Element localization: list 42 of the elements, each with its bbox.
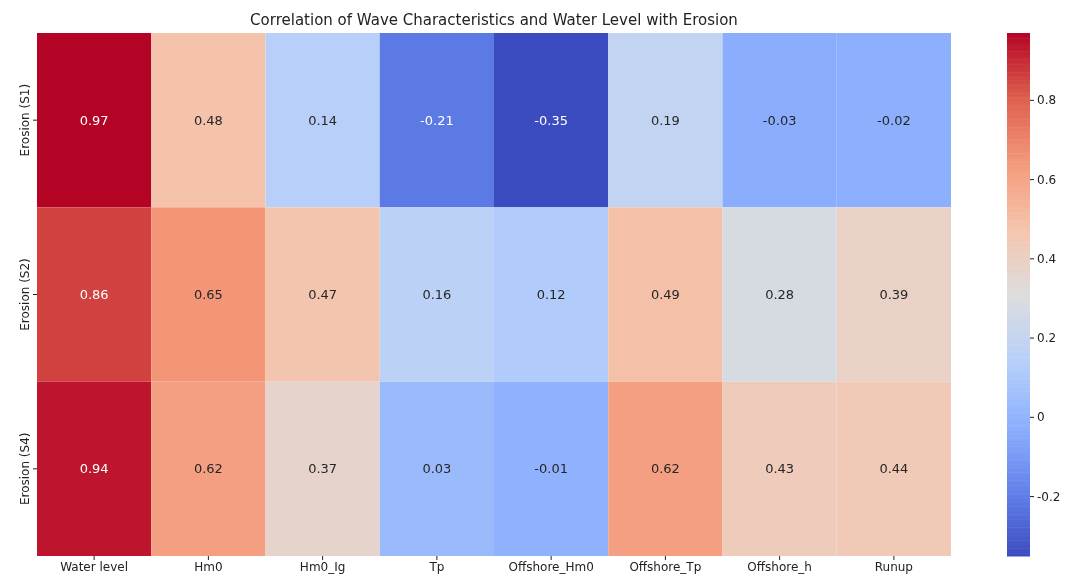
color-bar-label: 0.2 [1037, 331, 1057, 346]
data-label: -0.03 [762, 112, 797, 128]
data-label: 0.86 [79, 287, 109, 302]
data-label: 0.48 [193, 112, 223, 128]
color-bar-label: 0.6 [1037, 172, 1057, 187]
x-tick-label: Hm0_Ig [299, 559, 346, 574]
data-label: 0.62 [650, 461, 680, 477]
data-label: 0.14 [308, 112, 338, 128]
color-bar-label: 0 [1037, 410, 1045, 425]
data-label: 0.47 [308, 287, 338, 302]
x-tick-label: Runup [874, 559, 913, 574]
data-label: 0.62 [193, 461, 223, 477]
x-tick-label: Water level [60, 559, 129, 574]
x-tick-label: Tp [428, 559, 445, 574]
data-label: 0.03 [422, 461, 452, 477]
data-label: -0.01 [534, 461, 568, 477]
data-label: 0.39 [879, 287, 909, 302]
data-label: 0.44 [879, 461, 909, 477]
data-label: 0.97 [79, 112, 109, 128]
chart-title: Correlation of Wave Characteristics and Water Level with Erosion [249, 11, 739, 29]
data-label: 0.28 [765, 287, 795, 302]
data-label: 0.16 [422, 287, 452, 302]
x-tick-label: Offshore_h [747, 559, 812, 574]
color-bar-label: 0.4 [1037, 251, 1057, 266]
data-label: 0.65 [193, 287, 223, 302]
color-bar-label: 0.8 [1037, 93, 1057, 108]
data-label: 0.49 [650, 287, 680, 302]
y-tick-label: Erosion (S2) [18, 258, 32, 331]
data-label: 0.19 [650, 112, 680, 128]
y-tick-label: Erosion (S4) [18, 432, 32, 506]
data-label: 0.37 [308, 461, 338, 477]
x-tick-label: Hm0 [194, 559, 223, 574]
data-label: 0.94 [79, 461, 109, 477]
data-label: -0.21 [420, 112, 454, 128]
data-label: -0.02 [877, 112, 911, 128]
data-label: 0.43 [765, 461, 795, 477]
x-tick-label: Offshore_Hm0 [508, 559, 594, 574]
y-tick-label: Erosion (S1) [18, 83, 32, 157]
x-tick-label: Offshore_Tp [629, 559, 702, 574]
color-bar-label: -0.2 [1037, 489, 1061, 504]
data-label: -0.35 [534, 112, 568, 128]
data-label: 0.12 [536, 287, 566, 302]
